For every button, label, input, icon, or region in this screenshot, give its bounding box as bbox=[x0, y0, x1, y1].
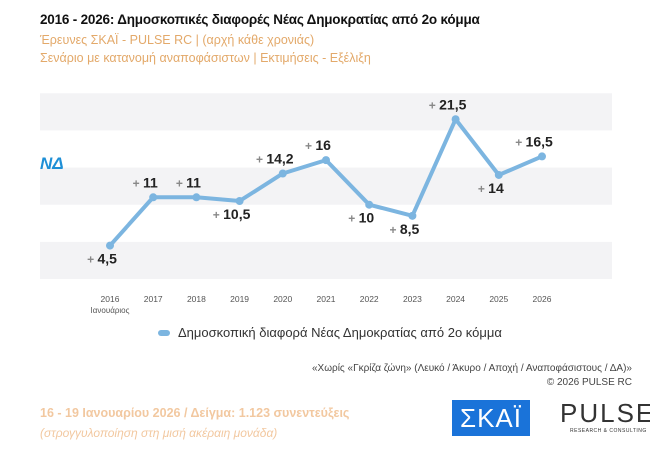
data-point bbox=[494, 170, 503, 179]
data-label: + 11 bbox=[176, 174, 201, 190]
x-tick-label: 2019 bbox=[230, 294, 249, 304]
rounding-note: (στρογγυλοποίηση στη μισή ακέραιη μονάδα… bbox=[40, 426, 278, 440]
data-point bbox=[192, 193, 201, 202]
x-tick-label: 2025 bbox=[489, 294, 508, 304]
x-tick-label: 2016 bbox=[101, 294, 120, 304]
skai-logo: ΣΚΑΪ bbox=[452, 400, 530, 436]
data-label: + 4,5 bbox=[87, 251, 117, 267]
x-tick-label: 2018 bbox=[187, 294, 206, 304]
pulse-logo: PULSE bbox=[560, 398, 650, 428]
data-label: + 14,2 bbox=[256, 150, 294, 166]
copyright: © 2026 PULSE RC bbox=[546, 377, 632, 388]
grid-band bbox=[40, 93, 612, 131]
data-point bbox=[451, 115, 460, 124]
grid-band bbox=[40, 241, 612, 279]
data-label: + 14 bbox=[478, 180, 504, 196]
survey-dates-sample: 16 - 19 Ιανουαρίου 2026 / Δείγμα: 1.123 … bbox=[40, 406, 350, 420]
data-label: + 10,5 bbox=[213, 206, 251, 222]
line-chart: + 4,5 2016 + 11 2017 + 11 2018 + 10,5 2019 + 14,… bbox=[40, 93, 612, 315]
x-tick-label: 2021 bbox=[317, 294, 336, 304]
data-point bbox=[278, 169, 287, 178]
x-tick-label: 2022 bbox=[360, 294, 379, 304]
x-tick-label: 2026 bbox=[533, 294, 552, 304]
x-tick-label: 2023 bbox=[403, 294, 422, 304]
chart-title: 2016 - 2026: Δημοσκοπικές διαφορές Νέας … bbox=[40, 12, 480, 27]
data-point bbox=[322, 156, 330, 165]
x-tick-sublabel: Ιανουάριος bbox=[91, 306, 130, 315]
data-point bbox=[149, 193, 158, 202]
data-point bbox=[365, 200, 374, 209]
data-label: + 11 bbox=[133, 174, 158, 190]
data-point bbox=[235, 196, 244, 205]
data-point bbox=[538, 152, 546, 161]
subtitle-scenario: Σενάριο με κατανομή αναποφάσιστων | Εκτι… bbox=[40, 51, 371, 65]
x-tick-label: 2017 bbox=[144, 294, 163, 304]
subtitle-surveys: Έρευνες ΣΚΑΪ - PULSE RC | (αρχή κάθε χρο… bbox=[40, 33, 315, 47]
data-label: + 21,5 bbox=[429, 96, 467, 112]
data-point bbox=[408, 211, 417, 220]
nd-party-logo: ΝΔ bbox=[40, 154, 64, 173]
legend: Δημοσκοπική διαφορά Νέας Δημοκρατίας από… bbox=[158, 325, 502, 340]
data-label: + 8,5 bbox=[389, 221, 419, 237]
legend-label: Δημοσκοπική διαφορά Νέας Δημοκρατίας από… bbox=[178, 325, 502, 340]
data-label: + 10 bbox=[348, 210, 374, 226]
grey-zone-note: «Χωρίς «Γκρίζα ζώνη» (Λευκό / Άκυρο / Απ… bbox=[311, 363, 632, 374]
x-tick-label: 2024 bbox=[446, 294, 465, 304]
data-point bbox=[106, 241, 114, 250]
legend-swatch bbox=[158, 329, 170, 336]
data-label: + 16,5 bbox=[515, 133, 553, 149]
grid-band bbox=[40, 167, 612, 205]
pulse-logo-subtitle: RESEARCH & CONSULTING bbox=[570, 428, 647, 434]
data-label: + 16 bbox=[305, 137, 331, 153]
x-tick-label: 2020 bbox=[273, 294, 292, 304]
